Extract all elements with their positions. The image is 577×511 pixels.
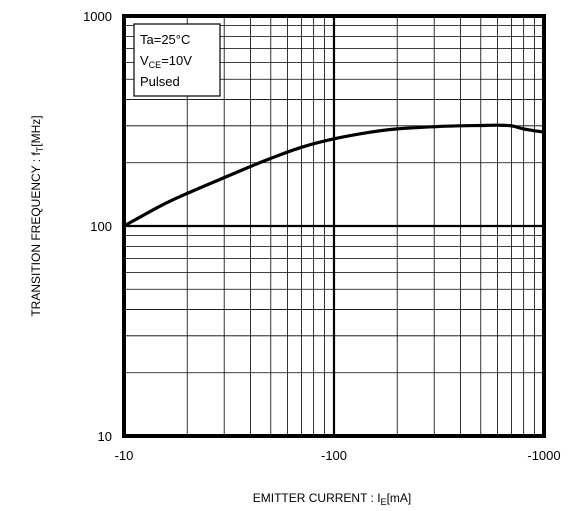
- y-tick-labels: 10 100 1000: [83, 9, 112, 444]
- series-layer: [123, 123, 545, 228]
- x-tick-label: -100: [321, 448, 347, 463]
- y-tick-label: 1000: [83, 9, 112, 24]
- y-axis-title: TRANSITION FREQUENCY : fT[MHz]: [29, 115, 45, 316]
- legend: Ta=25°C VCE=10V Pulsed: [133, 23, 221, 97]
- x-axis-title: EMITTER CURRENT : IE[mA]: [253, 491, 411, 507]
- plot-frame: [122, 14, 546, 438]
- legend-line-1: Ta=25°C: [140, 32, 190, 47]
- y-tick-label: 100: [90, 219, 112, 234]
- x-tick-label: -1000: [527, 448, 560, 463]
- x-tick-label: -10: [115, 448, 134, 463]
- legend-box: [133, 23, 221, 97]
- legend-line-3: Pulsed: [140, 74, 180, 89]
- x-tick-labels: -10 -100 -1000: [115, 448, 561, 463]
- legend-line-2: VCE=10V: [140, 53, 192, 70]
- y-tick-label: 10: [98, 429, 112, 444]
- series-line-ft: [123, 123, 545, 228]
